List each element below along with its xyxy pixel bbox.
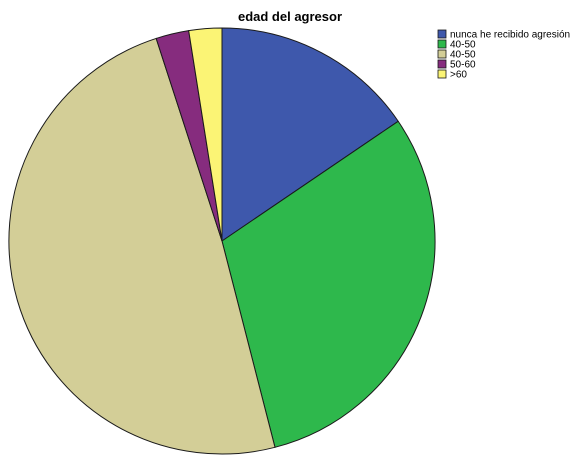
legend-swatch-4 xyxy=(437,59,447,69)
legend: nunca he recibido agresión40-5040-5050-6… xyxy=(437,29,570,81)
chart-title: edad del agresor xyxy=(238,9,342,24)
legend-swatch-1 xyxy=(437,29,447,39)
pie-slice-2 xyxy=(221,120,436,448)
legend-label-5: >60 xyxy=(450,70,467,81)
pie-slice-3 xyxy=(8,37,276,455)
legend-swatch-3 xyxy=(437,49,447,59)
legend-label-4: 50-60 xyxy=(450,60,476,71)
legend-swatch-2 xyxy=(437,39,447,49)
legend-label-2: 40-50 xyxy=(450,40,476,51)
legend-label-1: nunca he recibido agresión xyxy=(450,30,570,41)
pie-slice-5 xyxy=(188,27,223,242)
legend-swatch-5 xyxy=(437,69,447,79)
pie-slices xyxy=(8,27,436,455)
pie-slice-1 xyxy=(221,27,399,242)
legend-label-3: 40-50 xyxy=(450,50,476,61)
